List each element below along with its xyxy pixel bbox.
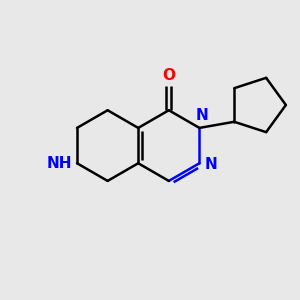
Text: N: N	[195, 108, 208, 123]
Text: N: N	[205, 157, 218, 172]
Text: NH: NH	[47, 156, 73, 171]
Text: O: O	[162, 68, 175, 82]
